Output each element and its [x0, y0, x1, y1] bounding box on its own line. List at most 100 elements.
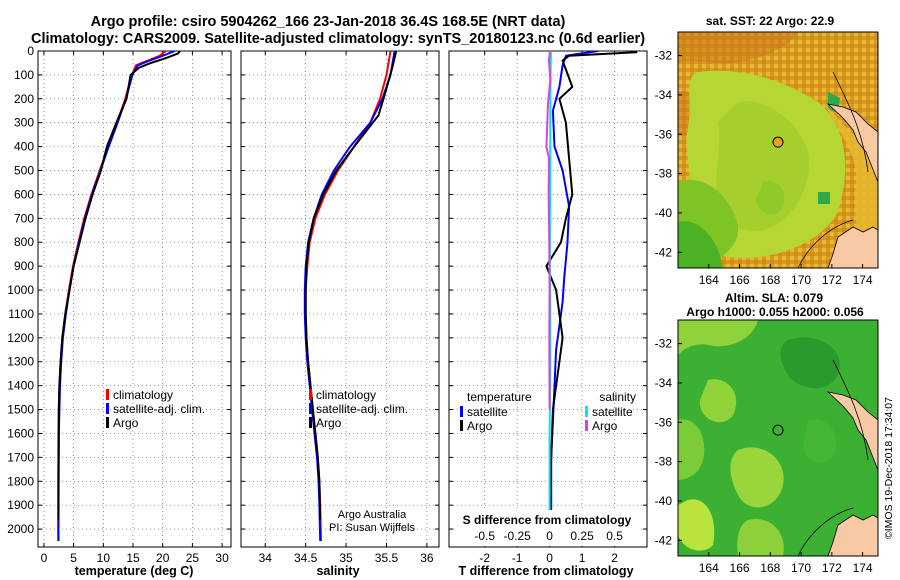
temperature-series [57, 51, 181, 541]
map-lon-tick-label: 174 [853, 561, 873, 575]
salinity-xtick-label: 35 [339, 551, 353, 565]
salinity-legend-swatch-satellite-adj-clim [309, 403, 312, 414]
sst-map-panel: sat. SST: 22 Argo: 22.9 164 166 168 170 172 1… [655, 14, 879, 287]
temperature-xtick-label: 15 [126, 551, 140, 565]
temperature-xtick-label: 20 [156, 551, 170, 565]
salinity-plot-frame [240, 50, 440, 548]
map-lon-tick-label: 164 [699, 273, 719, 287]
sla-argo-position-marker [772, 424, 784, 436]
temperature-panel: 0100200300400500600700800900100011001200… [7, 44, 232, 578]
difference-series-temperature-argo [545, 51, 638, 520]
map-lat-tick-label: -42 [655, 245, 673, 259]
temperature-plot-frame [37, 50, 232, 548]
depth-tick-label: 1000 [7, 283, 34, 297]
difference-legend-header-temperature: temperature [467, 390, 532, 404]
sla-map-frame [677, 319, 879, 557]
s-difference-tick-label: -0.5 [474, 529, 495, 543]
temperature-xlabel: temperature (deg C) [75, 564, 194, 578]
salinity-xtick-label: 34.5 [294, 551, 318, 565]
difference-legend-swatch-argo-3 [585, 420, 588, 431]
salinity-legend-label-satellite-adj-clim: satellite-adj. clim. [316, 402, 408, 416]
map-lon-tick-label: 170 [791, 273, 811, 287]
salinity-xtick-label: 35.5 [375, 551, 399, 565]
sst-map-ticks: 164 166 168 170 172 174 -32 -34 -36 -38 -40 -42 [655, 49, 873, 287]
difference-ticks: -2 -1 0 1 2 [449, 50, 647, 565]
difference-xtick-label: 1 [579, 551, 586, 565]
depth-tick-label: 1500 [7, 403, 34, 417]
map-lon-tick-label: 172 [822, 561, 842, 575]
sst-argo-position-marker [772, 136, 784, 148]
map-lat-tick-label: -36 [655, 415, 673, 429]
depth-tick-label: 300 [14, 116, 34, 130]
difference-legend-swatch-satellite-0 [460, 406, 463, 417]
map-lat-tick-label: -42 [655, 533, 673, 547]
difference-legend-header-salinity: salinity [599, 390, 636, 404]
temperature-ticks: 0100200300400500600700800900100011001200… [7, 44, 231, 565]
map-lon-tick-label: 168 [760, 561, 780, 575]
salinity-panel: 34 34.5 35 35.5 36 climatologysatellite-adj.… [240, 50, 440, 578]
t-difference-xlabel: T difference from climatology [458, 564, 633, 578]
temperature-legend-label-satellite-adj-clim: satellite-adj. clim. [113, 402, 205, 416]
depth-tick-label: 1400 [7, 379, 34, 393]
temperature-xtick-label: 10 [97, 551, 111, 565]
sla-map-image [678, 320, 878, 556]
s-difference-ticks: -0.5 -0.25 0 0.25 0.5 [474, 529, 623, 543]
temperature-xtick-label: 30 [215, 551, 229, 565]
salinity-xtick-label: 34 [259, 551, 273, 565]
difference-xtick-label: 2 [611, 551, 618, 565]
temperature-xtick-label: 0 [41, 551, 48, 565]
temperature-legend-swatch-climatology [106, 389, 109, 400]
depth-tick-label: 1700 [7, 450, 34, 464]
depth-tick-label: 400 [14, 140, 34, 154]
s-axis-label-background [456, 510, 640, 546]
map-lon-tick-label: 166 [730, 273, 750, 287]
salinity-xtick-label: 36 [420, 551, 434, 565]
depth-tick-label: 500 [14, 164, 34, 178]
salinity-grid [241, 50, 439, 547]
salinity-series [303, 51, 398, 542]
map-lat-tick-label: -38 [655, 455, 673, 469]
difference-legend: temperature salinitysatelliteArgosatellit… [460, 390, 636, 433]
imos-timestamp: ©IMOS 19-Dec-2018 17:34:07 [883, 397, 895, 539]
map-lon-tick-label: 166 [730, 561, 750, 575]
sla-map-title: Altim. SLA: 0.079 [725, 291, 823, 305]
difference-legend-label-satellite-0: satellite [467, 405, 508, 419]
difference-xtick-label: -2 [479, 551, 490, 565]
sla-map-subtitle: Argo h1000: 0.055 h2000: 0.056 [686, 305, 864, 319]
salinity-xlabel: salinity [316, 564, 359, 578]
depth-tick-label: 1600 [7, 426, 34, 440]
s-difference-tick-label: 0 [546, 529, 553, 543]
difference-legend-label-argo-1: Argo [467, 419, 493, 433]
difference-legend-label-satellite-2: satellite [592, 405, 633, 419]
s-difference-tick-label: 0.25 [570, 529, 594, 543]
temperature-xtick-label: 5 [70, 551, 77, 565]
s-difference-tick-label: -0.25 [503, 529, 531, 543]
salinity-legend-label-climatology: climatology [316, 388, 376, 402]
map-lat-tick-label: -36 [655, 127, 673, 141]
temperature-legend-label-argo: Argo [113, 416, 139, 430]
depth-tick-label: 900 [14, 259, 34, 273]
depth-tick-label: 200 [14, 92, 34, 106]
map-lat-tick-label: -34 [655, 376, 673, 390]
s-difference-tick-label: 0.5 [606, 529, 623, 543]
s-difference-xlabel: S difference from climatology [463, 513, 632, 527]
salinity-annotation-line2: PI: Susan Wijffels [329, 522, 415, 534]
map-lat-tick-label: -40 [655, 206, 673, 220]
temperature-grid [38, 50, 231, 547]
difference-panel: -2 -1 0 1 2 temperature salinitysatelliteArgo… [448, 50, 648, 578]
depth-tick-label: 800 [14, 235, 34, 249]
depth-tick-label: 1800 [7, 474, 34, 488]
depth-tick-label: 700 [14, 211, 34, 225]
map-lon-tick-label: 170 [791, 561, 811, 575]
difference-plot-frame [448, 50, 648, 548]
temperature-legend-label-climatology: climatology [113, 388, 173, 402]
map-lat-tick-label: -38 [655, 167, 673, 181]
map-lon-tick-label: 164 [699, 561, 719, 575]
salinity-legend-swatch-climatology [309, 389, 312, 400]
sst-map-title: sat. SST: 22 Argo: 22.9 [706, 14, 835, 28]
depth-tick-label: 1300 [7, 355, 34, 369]
map-lon-tick-label: 174 [853, 273, 873, 287]
